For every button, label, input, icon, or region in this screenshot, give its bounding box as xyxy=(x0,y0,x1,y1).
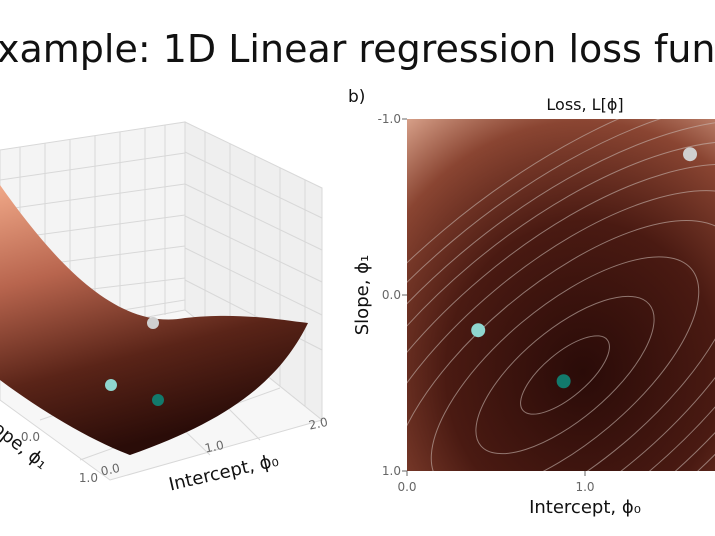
loss-heatmap xyxy=(407,119,715,471)
y-tick-label: -1.0 xyxy=(378,112,401,126)
x-tick-label: 0.0 xyxy=(99,461,121,479)
x-tick-label: 0.0 xyxy=(397,480,416,494)
surface-point xyxy=(105,379,117,391)
y-tick-label: 1.0 xyxy=(79,471,98,485)
plot-title: Loss, L[ϕ] xyxy=(546,95,623,114)
y-tick-label: 0.0 xyxy=(21,430,40,444)
x-tick-label: 1.0 xyxy=(575,480,594,494)
point xyxy=(556,374,571,389)
slide-title: Example: 1D Linear regression loss funct… xyxy=(0,27,715,71)
y-tick-label: 1.0 xyxy=(382,464,401,478)
panel-label: b) xyxy=(348,87,365,107)
surface-point xyxy=(152,394,164,406)
point xyxy=(471,323,486,338)
x-tick-label: 2.0 xyxy=(307,415,329,433)
point xyxy=(683,147,698,162)
x-tick-label: 1.0 xyxy=(203,438,225,456)
contour-lines xyxy=(407,119,715,471)
x-axis-label: Intercept, ϕ₀ xyxy=(529,497,641,518)
y-tick-label: 0.0 xyxy=(382,288,401,302)
y-axis-label: Slope, ϕ₁ xyxy=(352,255,373,335)
surface-point xyxy=(147,317,159,329)
